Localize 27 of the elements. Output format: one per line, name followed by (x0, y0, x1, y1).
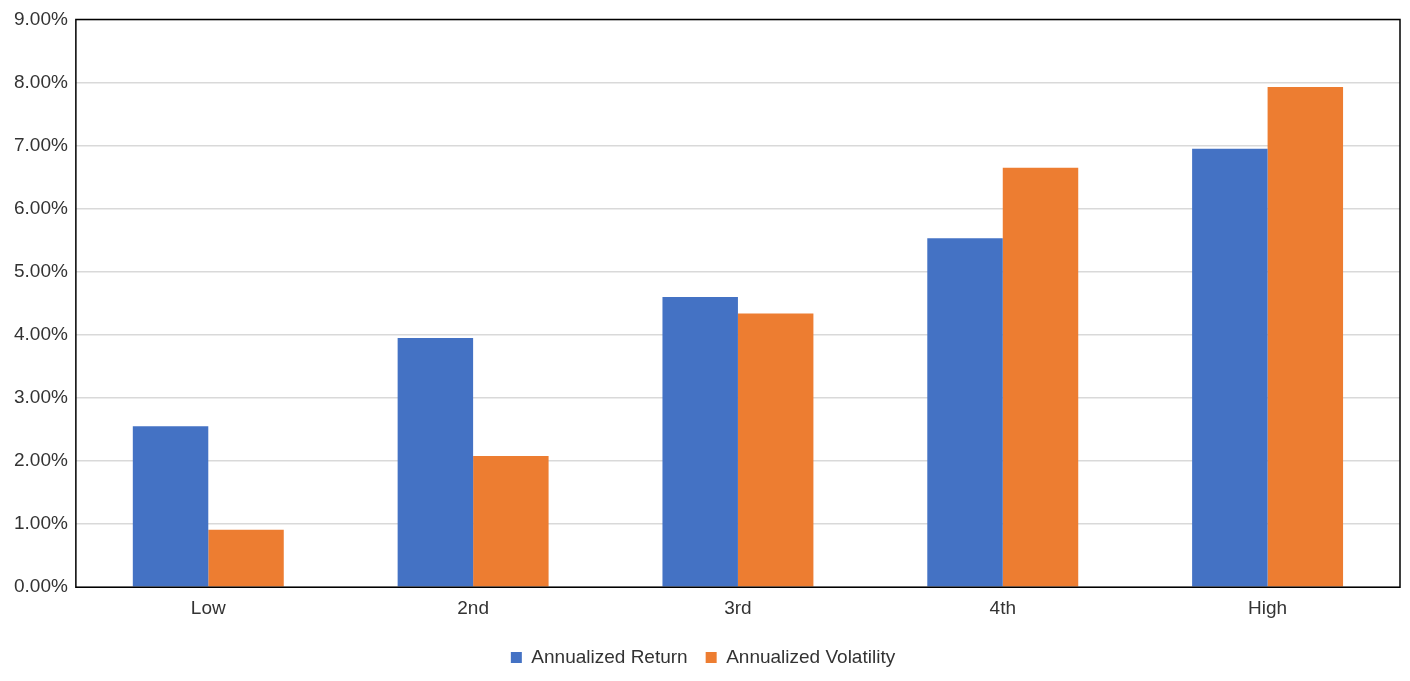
y-tick-label: 7.00% (14, 133, 68, 155)
y-tick-label: 5.00% (14, 259, 68, 281)
bar (397, 338, 474, 587)
y-tick-label: 3.00% (14, 386, 68, 408)
bar (1192, 148, 1268, 587)
bar (662, 296, 738, 587)
x-tick-label: 4th (989, 596, 1016, 618)
bar (132, 426, 209, 587)
y-tick-label: 9.00% (14, 7, 68, 29)
x-tick-label: 2nd (457, 596, 489, 618)
bar (473, 455, 549, 587)
y-tick-label: 8.00% (14, 70, 68, 92)
bar (208, 529, 284, 587)
y-tick-label: 1.00% (14, 512, 68, 534)
bar (1267, 86, 1344, 587)
bar (1002, 167, 1079, 587)
legend-label: Annualized Return (531, 645, 688, 667)
y-tick-label: 2.00% (14, 449, 68, 471)
x-tick-label: 3rd (724, 596, 752, 618)
x-tick-label: Low (190, 596, 226, 618)
y-tick-label: 6.00% (14, 196, 68, 218)
y-tick-label: 0.00% (14, 575, 68, 597)
x-tick-label: High (1248, 596, 1288, 618)
y-tick-label: 4.00% (14, 323, 68, 345)
bar (927, 238, 1003, 587)
bar (737, 313, 814, 587)
legend-label: Annualized Volatility (726, 645, 896, 667)
